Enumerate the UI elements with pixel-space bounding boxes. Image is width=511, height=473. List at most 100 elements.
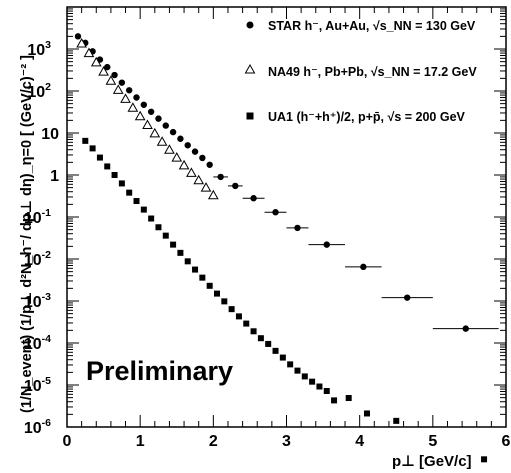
data-point-star — [184, 142, 191, 149]
data-point-star — [104, 63, 111, 71]
data-point-na49 — [156, 136, 168, 146]
y-tick-label: 10-4 — [24, 333, 51, 353]
data-point-ua1 — [184, 258, 191, 265]
data-point-ua1 — [316, 383, 323, 390]
data-point-star — [125, 87, 133, 94]
data-point-ua1 — [104, 163, 111, 170]
data-point-ua1 — [363, 410, 370, 417]
data-point-na49 — [207, 189, 219, 200]
data-point-ua1 — [140, 206, 147, 213]
data-point-ua1 — [111, 172, 118, 178]
data-point-star — [199, 154, 206, 162]
data-point-star — [250, 195, 257, 202]
data-point-na49 — [90, 56, 102, 67]
data-point-ua1 — [272, 347, 279, 354]
data-point-ua1 — [323, 387, 330, 394]
data-point-ua1 — [170, 241, 177, 248]
data-point-na49 — [171, 152, 183, 162]
data-point-star — [217, 173, 224, 181]
data-point-ua1 — [279, 354, 286, 361]
data-point-ua1 — [309, 378, 316, 385]
y-tick-label: 10-3 — [24, 291, 51, 311]
data-point-star — [360, 263, 367, 271]
data-point-na49 — [83, 47, 95, 58]
data-point-ua1 — [155, 224, 162, 231]
data-point-star — [169, 128, 177, 136]
legend-entry-na49: NA49 h⁻, Pb+Pb, √s_NN = 17.2 GeV — [244, 63, 477, 79]
data-point-star — [294, 224, 301, 232]
data-point-star — [155, 115, 162, 122]
y-tick-label: 10 — [41, 126, 59, 143]
data-point-ua1 — [221, 298, 228, 305]
data-point-ua1 — [481, 456, 488, 463]
data-point-star — [111, 71, 118, 79]
data-point-ua1 — [301, 373, 308, 380]
data-point-ua1 — [162, 232, 169, 239]
data-point-star — [232, 182, 239, 190]
legend-label-ua1: UA1 (h⁻+h⁺)/2, p+p̄, √s = 200 GeV — [268, 110, 466, 124]
data-point-ua1 — [235, 313, 242, 320]
x-tick-label: 6 — [502, 433, 511, 450]
data-point-ua1 — [96, 154, 103, 161]
data-point-star — [191, 148, 199, 155]
data-point-ua1 — [199, 274, 206, 281]
data-point-ua1 — [294, 367, 301, 374]
data-point-na49 — [98, 66, 109, 76]
data-point-ua1 — [393, 417, 400, 424]
data-point-star — [177, 135, 184, 142]
data-point-star — [323, 241, 330, 248]
data-point-ua1 — [243, 320, 250, 327]
x-axis-label: p⊥ [GeV/c] — [392, 453, 472, 470]
data-point-ua1 — [177, 249, 184, 256]
data-point-ua1 — [89, 145, 96, 152]
y-tick-label: 10-2 — [24, 249, 51, 269]
data-point-star — [133, 94, 140, 101]
y-tick-label: 1 — [50, 168, 59, 185]
x-tick-label: 1 — [136, 433, 145, 450]
legend-marker-na49 — [244, 63, 256, 74]
data-point-na49 — [178, 159, 190, 170]
data-point-star — [404, 294, 411, 301]
data-point-ua1 — [257, 335, 264, 342]
data-point-ua1 — [133, 198, 140, 205]
y-tick-label: 102 — [27, 81, 51, 101]
data-point-star — [118, 79, 126, 86]
data-point-ua1 — [192, 266, 199, 273]
data-point-ua1 — [118, 180, 125, 187]
data-point-ua1 — [206, 282, 213, 289]
x-tick-label: 3 — [282, 433, 291, 450]
data-point-na49 — [134, 110, 146, 121]
data-point-na49 — [200, 182, 212, 192]
x-tick-label: 5 — [428, 433, 437, 450]
x-tick-label: 0 — [63, 433, 72, 450]
legend-marker-star — [246, 21, 254, 29]
data-point-star — [206, 161, 213, 168]
data-point-star — [162, 122, 169, 129]
x-tick-label: 2 — [209, 433, 218, 450]
series-2 — [76, 38, 219, 200]
y-axis-label: (1/N_event) (1/p⊥ d²N_h⁻/ dp⊥ dη)_η=0 [ … — [19, 55, 35, 413]
data-point-na49 — [76, 38, 87, 48]
data-point-na49 — [142, 119, 153, 130]
data-point-na49 — [186, 167, 197, 177]
data-point-star — [272, 209, 279, 216]
series-1 — [74, 33, 499, 332]
data-point-na49 — [149, 127, 161, 138]
data-point-na49 — [112, 84, 124, 94]
data-point-ua1 — [331, 397, 338, 404]
data-point-ua1 — [228, 306, 235, 313]
data-point-ua1 — [250, 328, 257, 335]
data-point-na49 — [164, 144, 175, 154]
data-point-ua1 — [126, 189, 133, 196]
data-point-ua1 — [148, 215, 155, 222]
data-point-na49 — [127, 102, 139, 112]
y-tick-label: 10-5 — [24, 375, 51, 395]
data-point-star — [74, 33, 82, 40]
legend-entry-ua1: UA1 (h⁻+h⁺)/2, p+p̄, √s = 200 GeV — [246, 110, 466, 124]
data-point-ua1 — [213, 290, 220, 297]
legend-marker-ua1 — [246, 112, 254, 120]
data-point-ua1 — [287, 361, 294, 368]
data-point-na49 — [193, 174, 205, 185]
data-point-star — [147, 108, 155, 115]
